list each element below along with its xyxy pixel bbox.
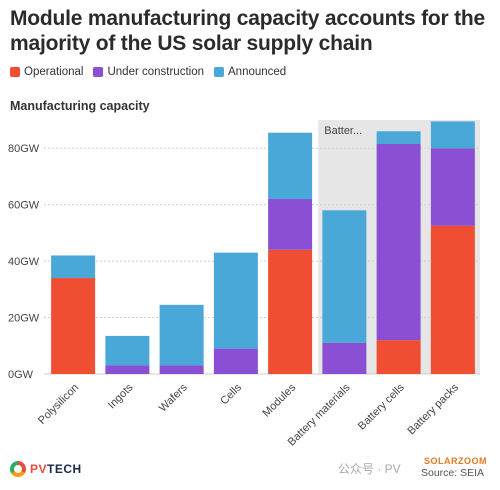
y-tick-label: 0GW [8, 369, 34, 381]
legend-label-under-construction: Under construction [107, 66, 204, 78]
bar-segment [376, 131, 421, 144]
legend-label-operational: Operational [24, 66, 84, 78]
bar-segment [51, 278, 96, 374]
chart-legend: Operational Under construction Announced [10, 66, 286, 78]
legend-label-announced: Announced [228, 66, 287, 78]
x-tick-label: Ingots [106, 381, 136, 411]
bar-segment [322, 210, 367, 343]
chart-subtitle: Manufacturing capacity [10, 99, 150, 113]
x-tick-label: Battery packs [405, 381, 461, 437]
x-tick-label: Wafers [157, 381, 190, 414]
legend-swatch-announced [214, 67, 224, 77]
bar-segment [105, 365, 150, 374]
x-tick-label: Cells [218, 381, 244, 407]
x-tick-label: Modules [260, 381, 298, 419]
bar-segment [105, 335, 150, 366]
wechat-watermark: 公众号 · PV [338, 462, 401, 476]
bar-segment [159, 304, 204, 366]
bar-segment [213, 252, 258, 349]
x-tick-label: Polysilicon [36, 382, 81, 427]
legend-swatch-under-construction [93, 67, 104, 77]
legend-item-under-construction[interactable]: Under construction [93, 66, 204, 78]
chart-title: Module manufacturing capacity accounts f… [10, 7, 486, 55]
pvtech-logo-icon [10, 461, 26, 477]
bar-segment [51, 255, 96, 279]
bar-segment [268, 199, 313, 250]
legend-swatch-operational [10, 67, 20, 77]
legend-item-announced[interactable]: Announced [214, 66, 286, 78]
y-tick-label: 40GW [8, 256, 40, 268]
pvtech-logo: PVTECH [10, 461, 82, 477]
bar-segment [268, 249, 313, 374]
bar-segment [376, 340, 421, 374]
bar-segment [268, 132, 313, 200]
source-note: Source: SEIA [421, 467, 485, 479]
y-tick-label: 80GW [8, 143, 40, 155]
bar-segment [430, 225, 475, 374]
pvtech-logo-text: PVTECH [30, 462, 82, 476]
bar-chart: Batter... 0GW 20GW 40GW 60GW 80GW Polysilicon I… [8, 120, 480, 448]
y-tick-label: 20GW [8, 313, 40, 325]
bar-segment [430, 148, 475, 226]
bar-segment [213, 348, 258, 374]
legend-item-operational[interactable]: Operational [10, 66, 83, 78]
x-tick-label: Battery cells [356, 381, 407, 432]
bar-segment [376, 143, 421, 341]
y-tick-label: 60GW [8, 200, 40, 212]
bar-segment [159, 365, 204, 374]
solarzoom-watermark: SOLARZOOM [424, 456, 487, 466]
annotation-label: Batter... [324, 125, 362, 137]
bar-segment [322, 342, 367, 374]
bar-segment [430, 121, 475, 149]
